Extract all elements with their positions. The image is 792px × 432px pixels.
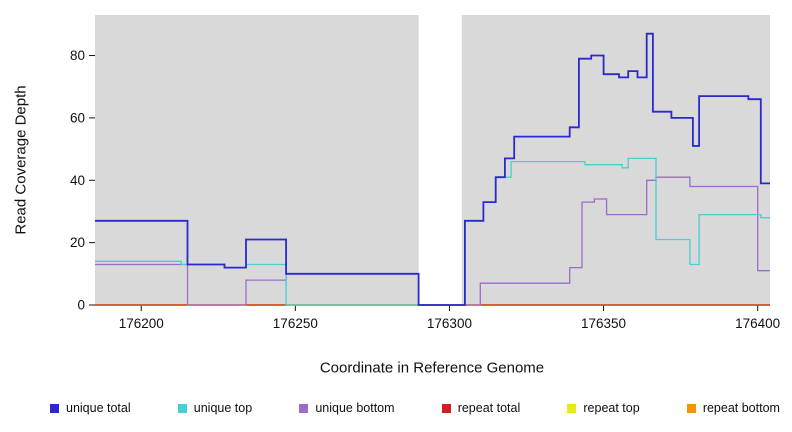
legend-item-unique-top: unique top	[177, 401, 253, 415]
legend-label-repeat-top: repeat top	[583, 401, 640, 415]
y-axis-label: Read Coverage Depth	[12, 85, 30, 235]
y-tick-label: 0	[77, 298, 85, 313]
coverage-plot: 176200 176250 176300 176350 176400 0 20 40 60 80	[70, 15, 780, 331]
x-tick-label: 176350	[581, 316, 626, 331]
x-tick-label: 176300	[427, 316, 472, 331]
x-axis-label: Coordinate in Reference Genome	[319, 359, 545, 377]
x-tick-label: 176200	[119, 316, 164, 331]
series-line-unique-bottom	[95, 176, 770, 306]
legend-swatch-unique-top	[177, 403, 187, 413]
legend-item-unique-bottom: unique bottom	[299, 401, 395, 415]
legend-item-repeat-top: repeat top	[567, 401, 640, 415]
legend-swatch-repeat-bottom	[686, 403, 696, 413]
legend-swatch-unique-bottom	[299, 403, 309, 413]
legend-label-unique-total: unique total	[66, 401, 131, 415]
legend-swatch-unique-total	[50, 403, 59, 413]
no-data-gap-band	[418, 15, 462, 305]
legend-item-repeat-total: repeat total	[441, 401, 521, 415]
legend-label-repeat-total: repeat total	[457, 401, 521, 415]
legend-swatch-repeat-top	[567, 403, 577, 413]
legend-label-unique-top: unique top	[193, 401, 253, 415]
y-tick-label: 80	[70, 48, 85, 63]
legend-label-unique-bottom: unique bottom	[315, 401, 395, 415]
y-tick-label: 40	[70, 173, 85, 188]
x-tick-label: 176250	[273, 316, 318, 331]
y-tick-label: 60	[70, 110, 85, 125]
legend-item-repeat-bottom: repeat bottom	[686, 401, 780, 415]
series-line-unique-total	[95, 32, 770, 306]
y-tick-label: 20	[70, 235, 85, 250]
legend-swatch-repeat-total	[441, 403, 451, 413]
legend: unique total unique top unique bottom repea…	[50, 401, 780, 415]
legend-label-repeat-bottom: repeat bottom	[702, 401, 780, 415]
x-tick-label: 176400	[735, 316, 780, 331]
legend-item-unique-total: unique total	[50, 401, 131, 415]
